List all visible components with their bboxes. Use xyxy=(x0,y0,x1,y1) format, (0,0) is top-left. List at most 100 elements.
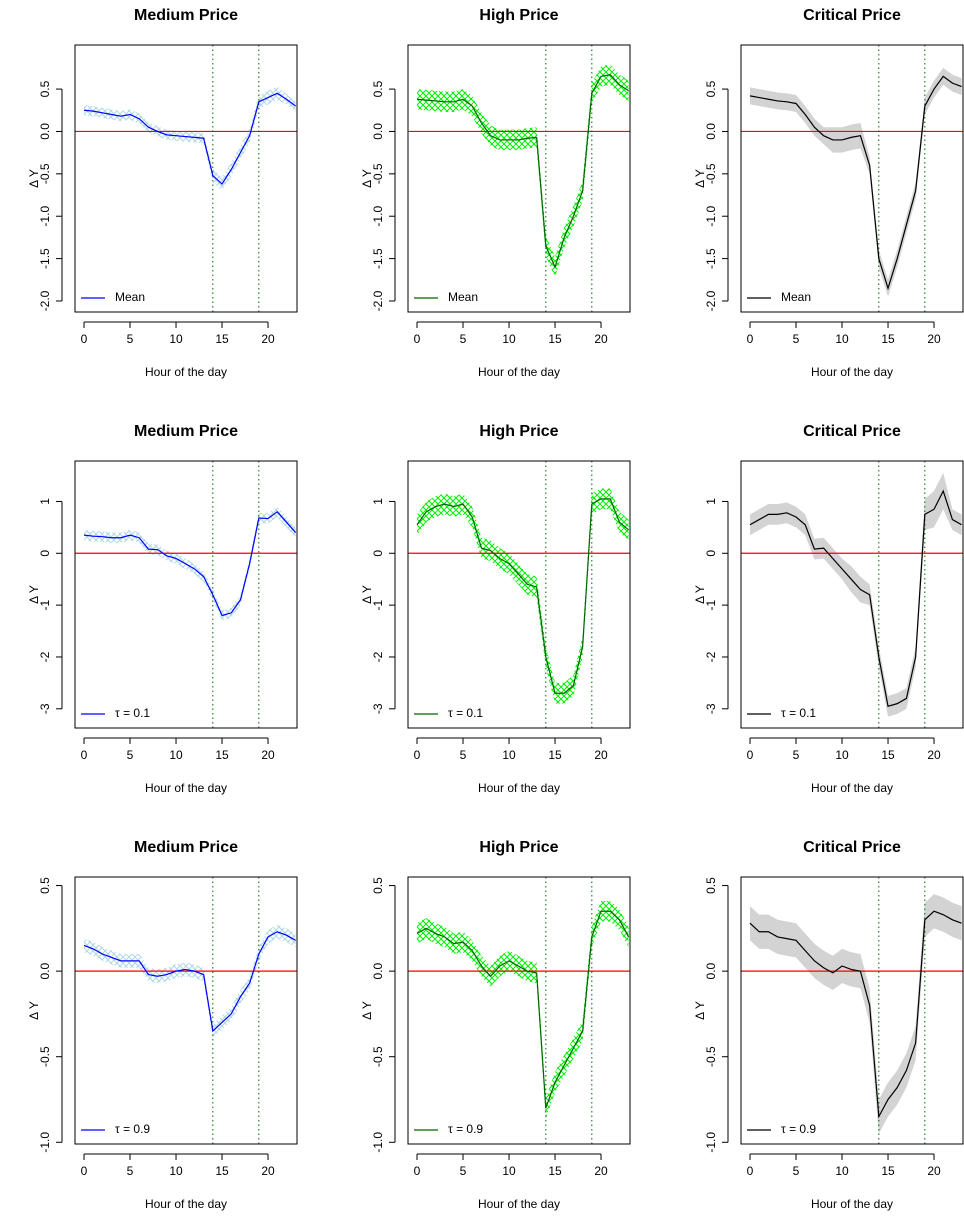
y-tick-label: -2 xyxy=(704,651,718,662)
x-tick-label: 0 xyxy=(414,332,421,346)
y-tick-label: 1 xyxy=(704,498,718,505)
x-tick-label: 10 xyxy=(502,332,516,346)
y-tick-label: 0 xyxy=(371,550,385,557)
x-tick-label: 20 xyxy=(261,1164,275,1178)
x-tick-label: 10 xyxy=(169,332,183,346)
x-tick-label: 15 xyxy=(215,1164,229,1178)
x-tick-label: 5 xyxy=(793,332,800,346)
x-tick-label: 0 xyxy=(414,748,421,762)
y-tick-label: 0.5 xyxy=(371,877,385,894)
x-axis-label: Hour of the day xyxy=(478,1197,560,1211)
x-tick-label: 20 xyxy=(927,1164,941,1178)
x-tick-label: 15 xyxy=(548,332,562,346)
y-tick-label: -1 xyxy=(38,599,52,610)
x-tick-label: 20 xyxy=(261,748,275,762)
mean-line xyxy=(416,74,629,269)
x-tick-label: 20 xyxy=(594,332,608,346)
mean-line xyxy=(416,910,630,1109)
y-axis-label: Δ Y xyxy=(693,1001,707,1020)
x-tick-label: 5 xyxy=(127,748,134,762)
legend-label: τ = 0.1 xyxy=(115,706,150,720)
y-tick-label: -1.0 xyxy=(38,206,52,227)
x-tick-label: 0 xyxy=(81,1164,88,1178)
x-tick-label: 5 xyxy=(460,748,467,762)
x-tick-label: 5 xyxy=(793,748,800,762)
chart-title: High Price xyxy=(479,839,558,856)
confidence-band xyxy=(750,894,962,1134)
x-tick-label: 20 xyxy=(594,748,608,762)
y-tick-label: 0.0 xyxy=(704,962,718,979)
chart-title: High Price xyxy=(479,7,558,24)
x-axis-label: Hour of the day xyxy=(478,365,560,379)
confidence-band xyxy=(84,506,296,621)
x-tick-label: 10 xyxy=(502,748,516,762)
chart-title: Medium Price xyxy=(134,423,238,440)
y-tick-label: -2.0 xyxy=(38,290,52,311)
x-tick-label: 15 xyxy=(881,1164,895,1178)
legend-label: τ = 0.1 xyxy=(448,706,483,720)
y-tick-label: -3 xyxy=(704,703,718,714)
y-tick-label: -1.5 xyxy=(704,248,718,269)
plot-frame xyxy=(740,876,964,1145)
y-tick-label: -0.5 xyxy=(704,163,718,184)
x-tick-label: 15 xyxy=(215,332,229,346)
y-axis-label: Δ Y xyxy=(27,169,41,188)
y-tick-label: 1 xyxy=(38,498,52,505)
x-tick-label: 5 xyxy=(127,1164,134,1178)
y-tick-label: 1 xyxy=(371,498,385,505)
legend-label: Mean xyxy=(781,290,811,304)
x-tick-label: 5 xyxy=(460,1164,467,1178)
y-tick-label: -0.5 xyxy=(371,163,385,184)
y-tick-label: -2 xyxy=(38,651,52,662)
y-tick-label: -1.0 xyxy=(704,1132,718,1153)
y-tick-label: 0.0 xyxy=(371,962,385,979)
y-tick-label: 0.0 xyxy=(38,123,52,140)
confidence-band xyxy=(417,488,629,704)
x-axis-label: Hour of the day xyxy=(145,781,227,795)
y-tick-label: -1.0 xyxy=(704,206,718,227)
x-tick-label: 10 xyxy=(502,1164,516,1178)
y-axis-label: Δ Y xyxy=(693,169,707,188)
x-tick-label: 0 xyxy=(747,332,754,346)
y-tick-label: 0 xyxy=(704,550,718,557)
y-axis-label: Δ Y xyxy=(693,585,707,604)
mean-line xyxy=(83,931,296,1033)
y-tick-label: -1 xyxy=(371,599,385,610)
chart-title: Critical Price xyxy=(803,7,901,24)
y-tick-label: 0.0 xyxy=(38,962,52,979)
y-axis-label: Δ Y xyxy=(360,169,374,188)
legend-label: τ = 0.1 xyxy=(781,706,816,720)
confidence-band xyxy=(750,472,962,717)
x-tick-label: 20 xyxy=(594,1164,608,1178)
chart-title: Medium Price xyxy=(134,7,238,24)
x-tick-label: 5 xyxy=(127,332,134,346)
x-tick-label: 10 xyxy=(835,332,849,346)
y-tick-label: -0.5 xyxy=(38,163,52,184)
y-axis-label: Δ Y xyxy=(27,585,41,604)
mean-line xyxy=(749,75,962,291)
x-tick-label: 10 xyxy=(169,748,183,762)
confidence-band xyxy=(417,64,629,278)
plot-frame xyxy=(740,44,964,313)
x-axis-label: Hour of the day xyxy=(811,781,893,795)
legend-label: Mean xyxy=(115,290,145,304)
x-tick-label: 10 xyxy=(835,1164,849,1178)
confidence-band xyxy=(84,86,296,191)
mean-line xyxy=(749,910,962,1119)
x-tick-label: 20 xyxy=(261,332,275,346)
x-tick-label: 0 xyxy=(747,748,754,762)
x-tick-label: 15 xyxy=(548,1164,562,1178)
x-tick-label: 10 xyxy=(835,748,849,762)
y-tick-label: -2 xyxy=(371,651,385,662)
plot-frame xyxy=(74,876,298,1145)
y-tick-label: 0.5 xyxy=(38,877,52,894)
y-tick-label: 0.5 xyxy=(704,877,718,894)
y-axis-label: Δ Y xyxy=(27,1001,41,1020)
y-tick-label: 0.5 xyxy=(38,80,52,97)
y-tick-label: 0.0 xyxy=(704,123,718,140)
x-tick-label: 20 xyxy=(927,332,941,346)
chart-title: Critical Price xyxy=(803,839,901,856)
y-axis-label: Δ Y xyxy=(360,585,374,604)
y-tick-label: -1.5 xyxy=(371,248,385,269)
y-tick-label: 0.5 xyxy=(371,80,385,97)
